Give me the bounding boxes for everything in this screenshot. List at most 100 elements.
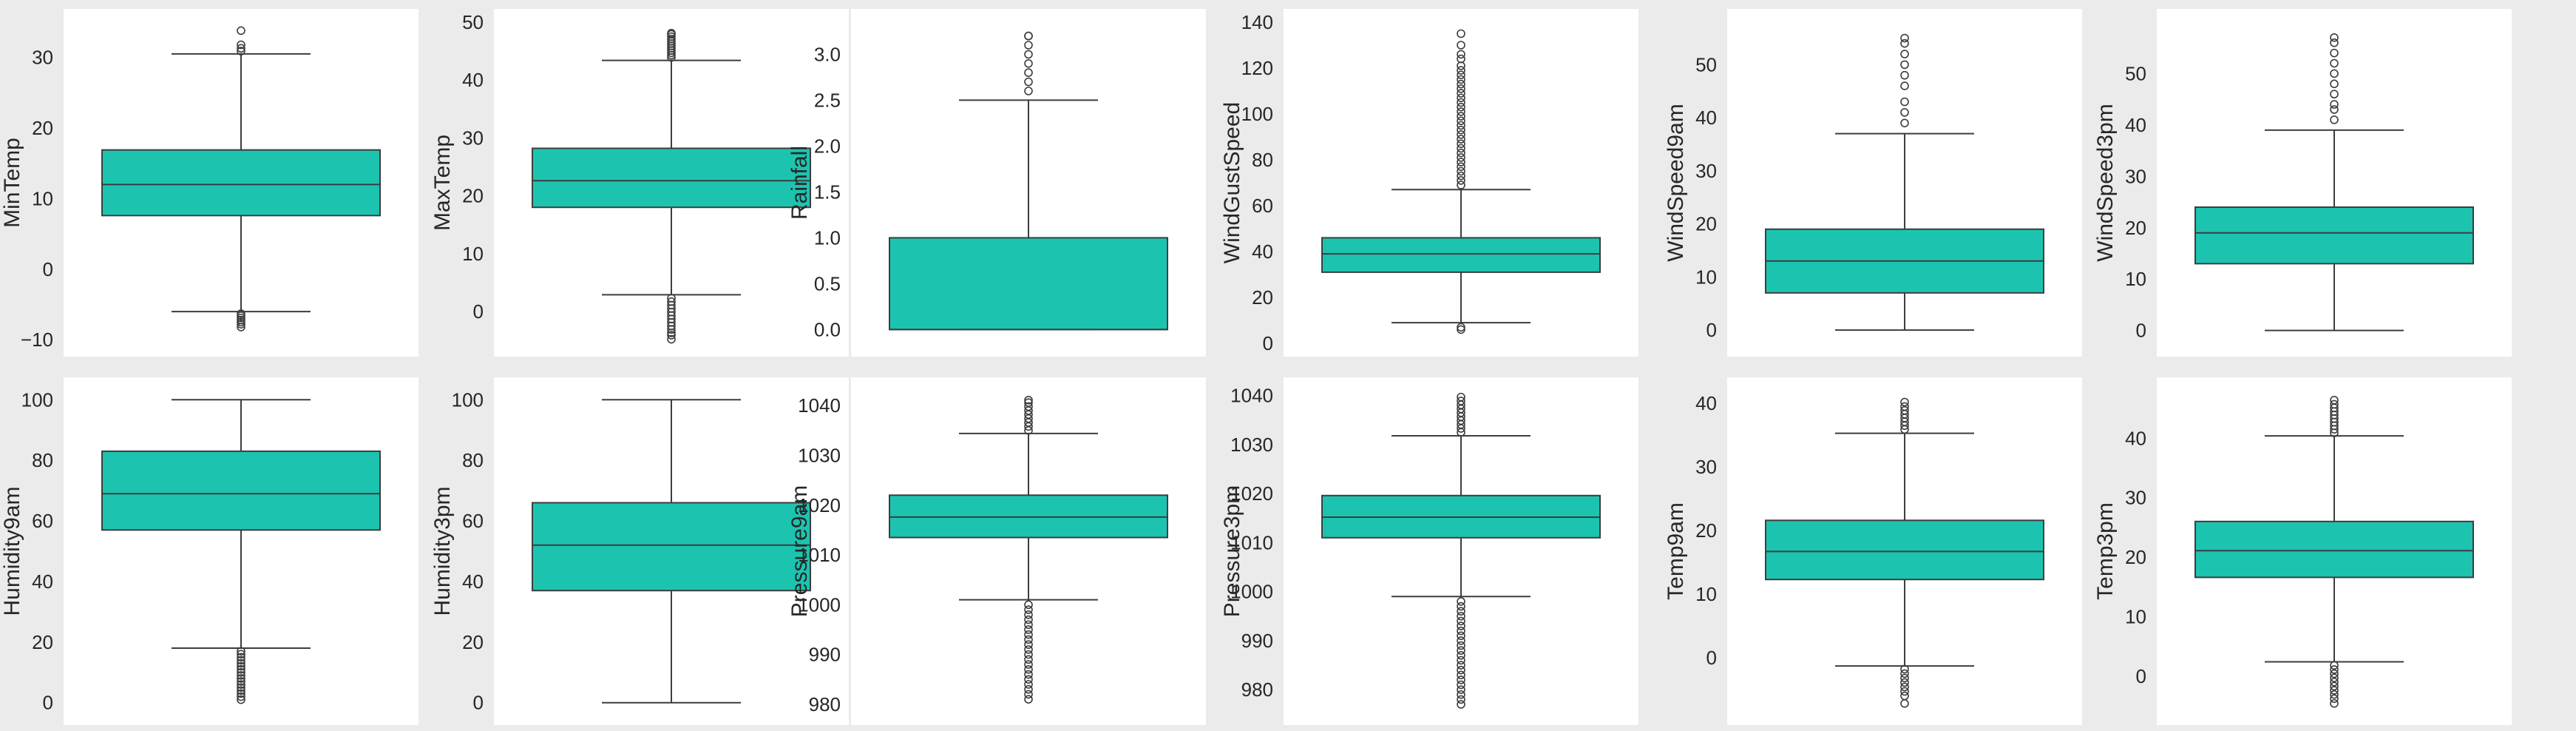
outlier-point: [1457, 176, 1465, 185]
outlier-point: [1024, 660, 1033, 669]
outlier-point: [1457, 631, 1465, 641]
y-axis-label: Temp9am: [1664, 502, 1688, 600]
y-tick-label: 20: [32, 631, 53, 653]
y-tick-label: 20: [462, 185, 484, 207]
outlier-point: [1457, 621, 1465, 630]
y-axis-label: WindSpeed3pm: [2093, 104, 2118, 261]
y-tick-label: 60: [32, 510, 53, 532]
y-tick-label: 40: [32, 570, 53, 593]
boxplot-panel-humidity9am: 0 20 40 60 80 100 Humidity9am: [0, 377, 418, 725]
outlier-point: [1457, 75, 1465, 84]
outlier-point: [1024, 695, 1033, 704]
iqr-box: [2194, 520, 2474, 579]
iqr-box: [532, 502, 811, 592]
y-tick-label: 2.5: [814, 89, 841, 111]
outlier-point: [237, 686, 245, 695]
outlier-point: [2330, 673, 2339, 682]
y-tick-label: 1020: [798, 494, 841, 516]
outlier-point: [1457, 125, 1465, 135]
outlier-point: [667, 34, 676, 44]
outlier-point: [1457, 392, 1465, 402]
y-tick-label: 0: [2136, 665, 2146, 687]
y-tick-label: 0: [473, 692, 484, 714]
outlier-point: [1457, 98, 1465, 107]
y-tick-label: 0.0: [814, 318, 841, 340]
y-axis-label: WindGustSpeed: [1220, 102, 1244, 263]
outlier-point: [237, 47, 245, 55]
y-tick-label: 40: [1252, 240, 1273, 263]
y-tick-label: 10: [462, 243, 484, 265]
outlier-point: [237, 40, 245, 50]
outlier-point: [1024, 670, 1033, 679]
outlier-point: [1457, 166, 1465, 176]
y-tick-label: 40: [462, 570, 484, 593]
y-tick-label: 0.5: [814, 272, 841, 294]
outlier-point: [2330, 100, 2339, 109]
outlier-point: [1457, 116, 1465, 126]
outlier-point: [1457, 397, 1465, 405]
y-tick-label: 120: [1241, 57, 1273, 79]
y-tick-label: 0: [1263, 332, 1273, 354]
y-tick-label: 3.0: [814, 43, 841, 65]
y-tick-label: 10: [2125, 605, 2146, 627]
y-tick-label: 0: [43, 258, 53, 280]
outlier-point: [237, 683, 245, 693]
outlier-point: [1024, 605, 1033, 614]
outlier-point: [1024, 680, 1033, 689]
y-tick-label: 1010: [1230, 531, 1273, 553]
outlier-point: [1457, 79, 1465, 89]
y-tick-label: 40: [2125, 114, 2146, 136]
outlier-point: [1900, 405, 1909, 415]
y-tick-label: 1000: [1230, 581, 1273, 603]
outlier-point: [1900, 81, 1909, 90]
y-tick-label: 2.0: [814, 135, 841, 157]
outlier-point: [2330, 90, 2339, 99]
y-tick-label: 1030: [1230, 434, 1273, 456]
y-axis-label: Humidity3pm: [430, 486, 455, 616]
outlier-point: [1024, 640, 1033, 649]
outlier-point: [1457, 597, 1465, 606]
outlier-point: [237, 695, 245, 704]
y-tick-label: −10: [21, 329, 53, 351]
y-tick-label: 0: [1706, 647, 1717, 669]
outlier-point: [667, 329, 676, 337]
y-tick-label: 1040: [798, 394, 841, 417]
y-tick-label: 30: [32, 47, 53, 69]
outlier-point: [1457, 676, 1465, 684]
outlier-point: [2330, 698, 2339, 708]
y-tick-label: 1.5: [814, 181, 841, 203]
iqr-box: [889, 237, 1168, 331]
y-tick-label: 10: [1695, 583, 1717, 605]
outlier-point: [1900, 38, 1909, 48]
outlier-point: [237, 677, 245, 686]
outlier-point: [1900, 682, 1909, 692]
outlier-point: [1024, 610, 1033, 619]
outlier-point: [1457, 29, 1465, 38]
outlier-point: [1457, 661, 1465, 670]
outlier-point: [2330, 681, 2339, 691]
iqr-box: [889, 494, 1168, 539]
outlier-point: [237, 44, 245, 53]
outlier-point: [1900, 70, 1909, 80]
outlier-point: [667, 325, 676, 334]
boxplot-panel-temp3pm: 0 10 20 30 40 Temp3pm: [2093, 377, 2512, 725]
y-axis-label: Pressure9am: [787, 485, 812, 617]
outlier-point: [1024, 59, 1033, 68]
boxplot-panel-windgustspeed: 0 20 40 60 80 100 120 140 WindGustSpeed: [1220, 9, 1638, 357]
outlier-point: [1457, 130, 1465, 139]
outlier-point: [2330, 400, 2339, 409]
iqr-box: [101, 149, 381, 217]
outlier-point: [237, 320, 245, 329]
outlier-point: [1900, 699, 1909, 708]
outlier-point: [1457, 89, 1465, 98]
y-tick-label: 0: [43, 692, 53, 714]
outlier-point: [1024, 402, 1033, 411]
y-tick-label: 30: [2125, 165, 2146, 187]
y-tick-label: 80: [462, 449, 484, 471]
outlier-point: [1457, 181, 1465, 189]
outlier-point: [1457, 602, 1465, 611]
outlier-point: [2330, 661, 2339, 670]
y-tick-label: 990: [1241, 630, 1273, 652]
y-tick-label: 30: [462, 127, 484, 149]
